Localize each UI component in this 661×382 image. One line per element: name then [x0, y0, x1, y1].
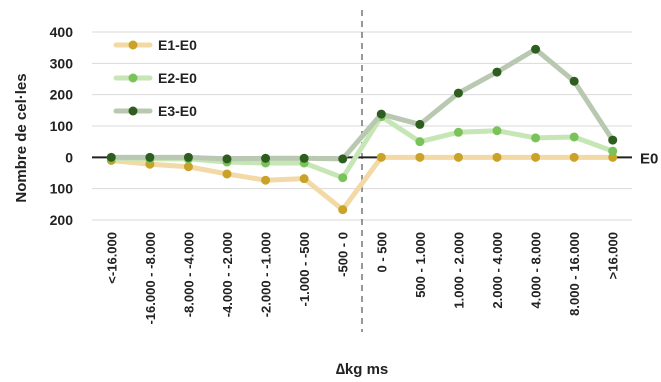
data-point: [299, 174, 309, 184]
legend: E1-E0 E2-E0 E3-E0: [113, 37, 197, 119]
data-point: [608, 152, 618, 162]
legend-label: E3-E0: [158, 103, 197, 119]
data-point: [415, 137, 425, 147]
x-axis-title: ∆kg ms: [336, 361, 389, 378]
data-point: [106, 152, 116, 162]
y-tick-label: 100: [50, 181, 74, 197]
data-point: [338, 173, 348, 183]
x-tick-label: 4.000 - 8.000: [529, 232, 544, 309]
data-point: [569, 76, 579, 86]
data-point: [492, 152, 502, 162]
series-group: [106, 44, 618, 215]
data-point: [608, 135, 618, 145]
data-point: [261, 153, 271, 163]
data-point: [183, 162, 193, 172]
data-point: [569, 152, 579, 162]
x-tick-label: >16.000: [606, 232, 621, 279]
data-point: [531, 152, 541, 162]
x-tick-label: -2.000 - -1.000: [259, 232, 274, 317]
data-point: [261, 175, 271, 185]
data-point: [453, 127, 463, 137]
y-tick-label: 200: [50, 212, 74, 228]
x-tick-label: -4.000 - -2.000: [220, 232, 235, 317]
data-point: [453, 152, 463, 162]
data-point: [569, 132, 579, 142]
series-e3-e0: [106, 44, 618, 164]
y-tick-label: 100: [50, 118, 74, 134]
data-point: [492, 67, 502, 77]
x-tick-label: <-16.000: [104, 232, 119, 284]
x-tick-label: -8.000 - -4.000: [181, 232, 196, 317]
x-tick-label: 8.000 - 16.000: [567, 232, 582, 316]
reference-line-label: E0: [640, 150, 658, 167]
data-point: [338, 154, 348, 164]
y-axis-title: Nombre de cel·les: [13, 73, 30, 202]
data-point: [531, 133, 541, 143]
x-tick-label: -16.000 - -8.000: [143, 232, 158, 325]
x-tick-label: 500 - 1.000: [413, 232, 428, 298]
data-point: [183, 152, 193, 162]
x-tick-label: -500 - 0: [336, 232, 351, 277]
data-point: [299, 153, 309, 163]
legend-swatch-marker: [128, 106, 138, 116]
x-tick-label: -1.000 - -500: [297, 232, 312, 306]
data-point: [145, 152, 155, 162]
x-tick-label: 1.000 - 2.000: [451, 232, 466, 309]
data-point: [415, 152, 425, 162]
data-point: [338, 205, 348, 215]
data-point: [376, 152, 386, 162]
data-point: [376, 109, 386, 119]
series-line: [108, 46, 616, 162]
legend-label: E1-E0: [158, 37, 197, 53]
legend-item: E2-E0: [113, 70, 197, 86]
data-point: [222, 154, 232, 164]
legend-label: E2-E0: [158, 70, 197, 86]
legend-item: E1-E0: [113, 37, 197, 53]
data-point: [453, 88, 463, 98]
y-tick-label: 300: [50, 55, 74, 71]
x-tick-label: 0 - 500: [374, 232, 389, 272]
data-point: [492, 126, 502, 136]
y-tick-label: 200: [50, 87, 74, 103]
data-point: [531, 44, 541, 54]
legend-item: E3-E0: [113, 103, 197, 119]
x-axis-ticks: <-16.000 -16.000 - -8.000 -8.000 - -4.000 -…: [104, 232, 620, 325]
y-tick-label: 0: [65, 149, 73, 165]
legend-swatch-marker: [128, 40, 138, 50]
data-point: [608, 146, 618, 156]
y-axis-ticks: 400 300 200 100 0 100 200: [50, 24, 74, 228]
x-tick-label: 2.000 - 4.000: [490, 232, 505, 309]
legend-swatch-marker: [128, 73, 138, 83]
series-line: [108, 154, 616, 213]
y-tick-label: 400: [50, 24, 74, 40]
series-e1-e0: [106, 152, 618, 215]
data-point: [222, 169, 232, 179]
data-point: [415, 119, 425, 129]
